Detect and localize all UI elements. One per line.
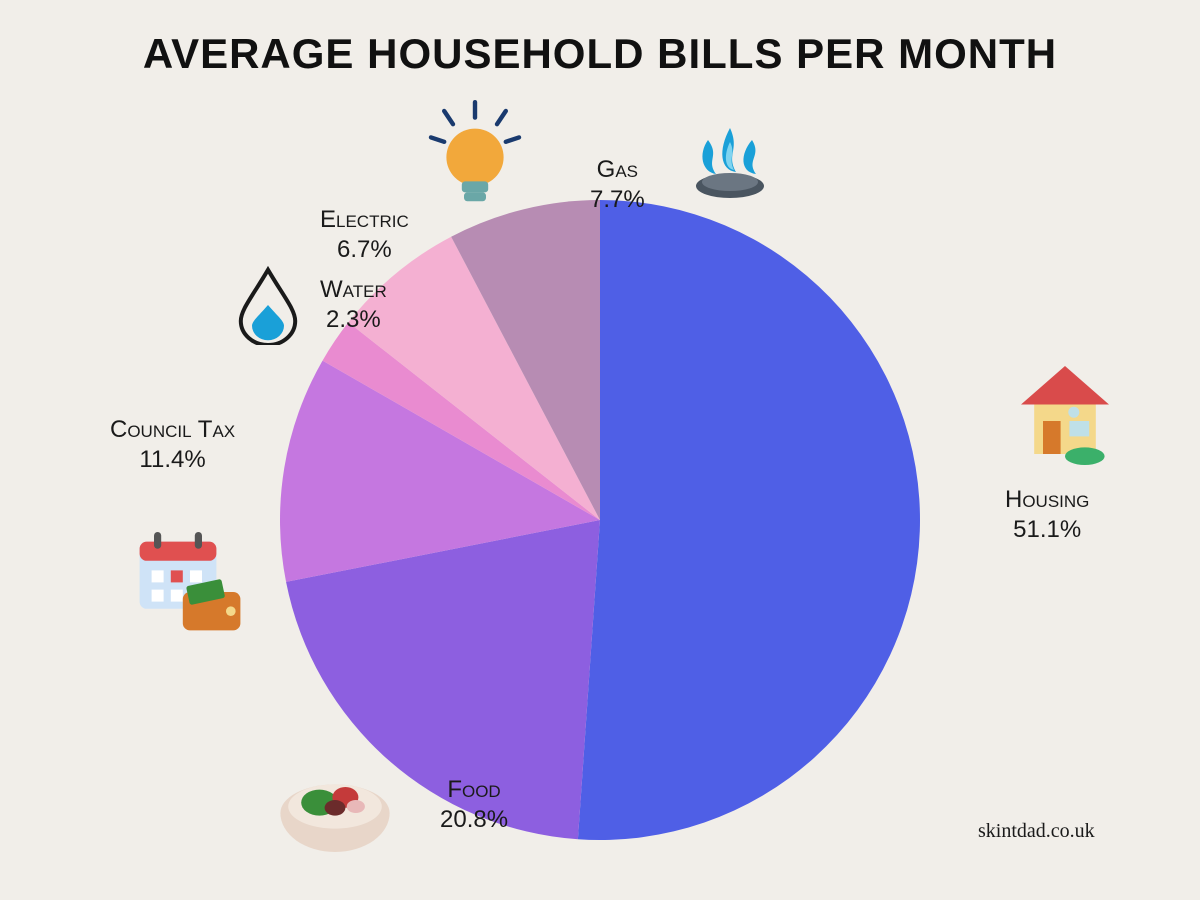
label-electric-pct: 6.7% bbox=[320, 235, 409, 265]
gas-flame-icon bbox=[680, 120, 780, 220]
food-bowl-icon bbox=[270, 735, 400, 865]
label-electric-name: Electric bbox=[320, 205, 409, 235]
label-electric: Electric 6.7% bbox=[320, 205, 409, 265]
calendar-wallet-icon bbox=[130, 520, 250, 640]
label-water-name: Water bbox=[320, 275, 387, 305]
label-housing: Housing 51.1% bbox=[1005, 485, 1089, 545]
label-housing-pct: 51.1% bbox=[1005, 515, 1089, 545]
label-housing-name: Housing bbox=[1005, 485, 1089, 515]
label-food-pct: 20.8% bbox=[440, 805, 508, 835]
label-counciltax: Council Tax 11.4% bbox=[110, 415, 235, 475]
pie-slice-housing bbox=[578, 200, 920, 840]
label-water-pct: 2.3% bbox=[320, 305, 387, 335]
label-counciltax-pct: 11.4% bbox=[110, 445, 235, 475]
house-icon bbox=[1010, 355, 1120, 465]
label-gas: Gas 7.7% bbox=[590, 155, 645, 215]
water-droplet-icon bbox=[228, 265, 308, 345]
attribution-text: skintdad.co.uk bbox=[978, 820, 1095, 843]
label-water: Water 2.3% bbox=[320, 275, 387, 335]
label-food-name: Food bbox=[440, 775, 508, 805]
label-counciltax-name: Council Tax bbox=[110, 415, 235, 445]
lightbulb-icon bbox=[420, 100, 530, 210]
label-food: Food 20.8% bbox=[440, 775, 508, 835]
label-gas-pct: 7.7% bbox=[590, 185, 645, 215]
label-gas-name: Gas bbox=[590, 155, 645, 185]
